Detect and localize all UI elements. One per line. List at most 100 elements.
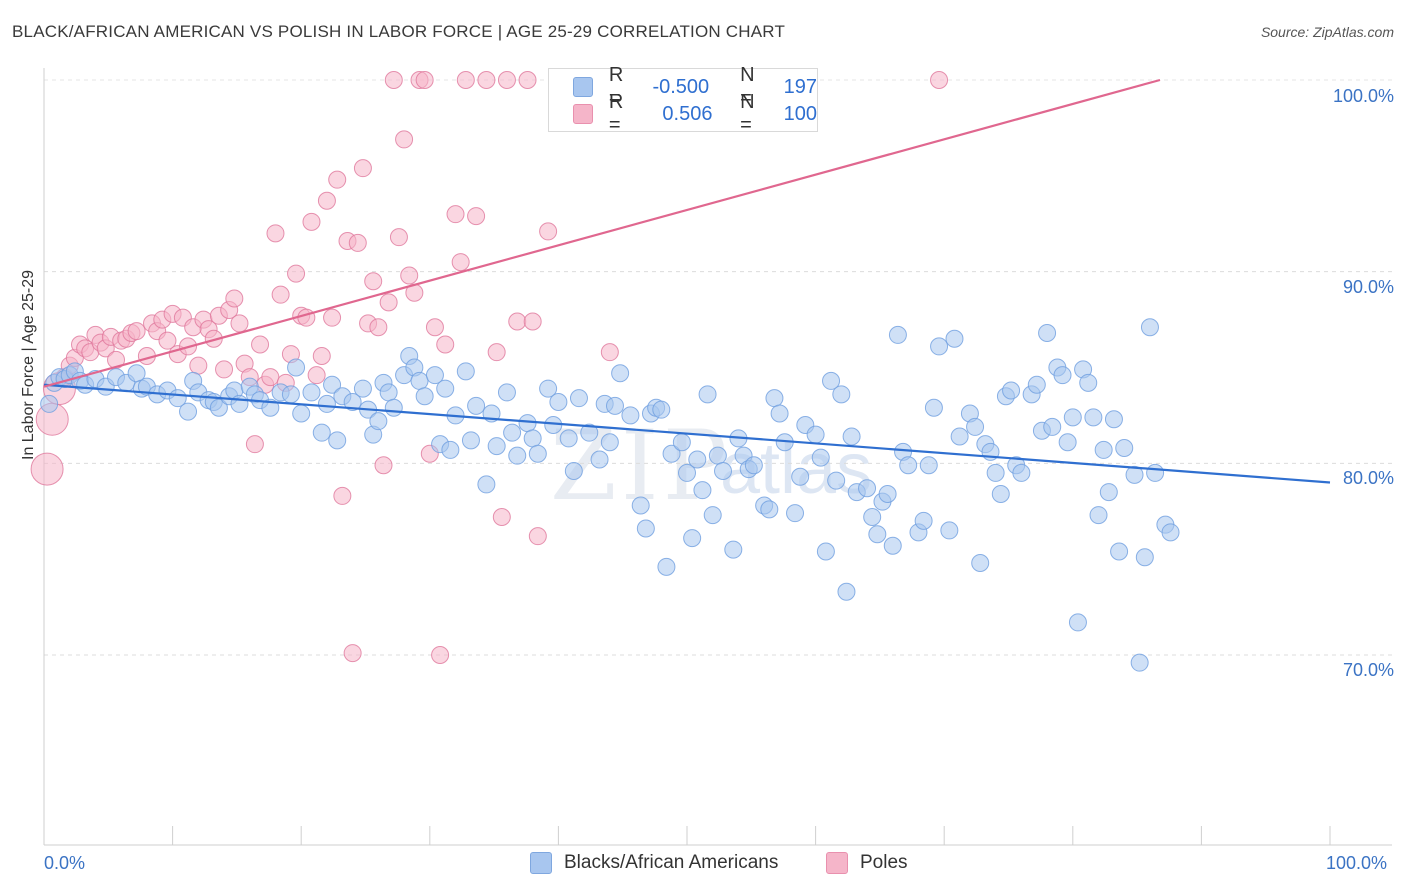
data-point — [297, 308, 316, 327]
data-point — [786, 504, 805, 523]
data-point — [698, 385, 717, 404]
data-point — [930, 71, 949, 89]
data-point — [343, 393, 362, 411]
data-point — [1084, 408, 1103, 427]
data-point — [1110, 542, 1129, 561]
data-point — [245, 435, 264, 454]
y-tick-label: 80.0% — [1342, 468, 1394, 488]
data-point — [441, 440, 460, 459]
data-point — [333, 486, 352, 505]
data-point — [307, 366, 326, 385]
data-point — [621, 406, 640, 425]
legend-swatch-pink — [826, 852, 848, 874]
data-point — [945, 329, 964, 348]
data-point — [662, 444, 681, 463]
data-point — [590, 450, 609, 469]
data-point — [986, 463, 1005, 482]
x-tick-label: 0.0% — [44, 853, 86, 873]
data-point — [477, 71, 496, 89]
data-point — [919, 456, 938, 475]
data-point — [487, 437, 506, 456]
data-point — [487, 343, 506, 362]
data-point — [899, 456, 918, 475]
data-point — [605, 396, 624, 415]
data-point — [523, 429, 542, 448]
data-point — [863, 508, 882, 526]
legend-item-poles[interactable]: Poles — [826, 852, 908, 874]
data-point — [1125, 465, 1144, 484]
series-poles — [30, 71, 949, 664]
data-point — [323, 308, 342, 327]
data-point — [868, 525, 887, 544]
data-point — [580, 423, 599, 442]
data-point — [261, 368, 280, 387]
data-point — [1012, 463, 1031, 482]
data-point — [724, 540, 743, 559]
data-point — [888, 325, 907, 344]
data-point — [765, 389, 784, 408]
data-point — [930, 337, 949, 356]
data-point — [384, 71, 403, 89]
data-point — [348, 233, 367, 252]
data-point — [456, 362, 475, 381]
data-point — [693, 481, 712, 500]
data-point — [467, 396, 486, 415]
data-point — [636, 519, 655, 538]
legend-row-blacks: R = -0.500 N = 197 — [573, 64, 817, 109]
data-point — [292, 404, 311, 423]
series-blacks — [40, 318, 1180, 672]
data-point — [353, 159, 372, 178]
data-point — [708, 446, 727, 465]
data-point — [369, 412, 388, 431]
data-point — [528, 444, 547, 463]
data-point — [317, 191, 336, 210]
data-point — [600, 433, 619, 452]
data-point — [369, 318, 388, 337]
trend-line-poles — [43, 78, 1161, 388]
y-tick-label: 90.0% — [1342, 277, 1394, 297]
legend-item-blacks[interactable]: Blacks/African Americans — [530, 852, 778, 874]
data-point — [518, 71, 537, 89]
data-point — [225, 289, 244, 308]
r-value: -0.500 — [652, 75, 710, 98]
data-point — [261, 398, 280, 417]
data-point — [40, 394, 59, 413]
data-point — [446, 205, 465, 224]
data-point — [503, 423, 522, 442]
data-point — [832, 385, 851, 404]
data-point — [1135, 548, 1154, 567]
data-point — [822, 371, 841, 390]
data-point — [652, 400, 671, 419]
data-point — [806, 425, 825, 444]
data-point — [456, 71, 475, 89]
data-point — [508, 446, 527, 465]
data-point — [971, 554, 990, 572]
data-point — [1094, 440, 1113, 459]
data-point — [678, 463, 696, 482]
data-point — [1053, 366, 1072, 385]
data-point — [1063, 408, 1082, 427]
data-point — [230, 314, 249, 333]
data-point — [436, 335, 455, 354]
data-point — [1115, 439, 1134, 457]
data-point — [467, 207, 486, 226]
data-point — [914, 511, 933, 530]
data-point — [287, 358, 306, 377]
data-point — [791, 467, 810, 486]
correlation-legend: R = -0.500 N = 197 R = 0.506 N = 100 — [548, 64, 818, 136]
data-point — [523, 312, 542, 331]
r-label: R = — [608, 91, 624, 136]
data-point — [539, 222, 558, 241]
data-point — [374, 456, 393, 475]
data-point — [312, 347, 331, 365]
source-credit: Source: ZipAtlas.com — [1260, 24, 1394, 40]
data-point — [266, 224, 285, 243]
data-point — [858, 479, 877, 498]
data-point — [539, 379, 558, 398]
data-point — [703, 506, 722, 525]
data-point — [312, 423, 331, 442]
data-point — [1104, 410, 1123, 429]
data-point — [683, 529, 702, 548]
data-point — [30, 452, 64, 486]
legend-swatch-blue — [573, 77, 593, 97]
